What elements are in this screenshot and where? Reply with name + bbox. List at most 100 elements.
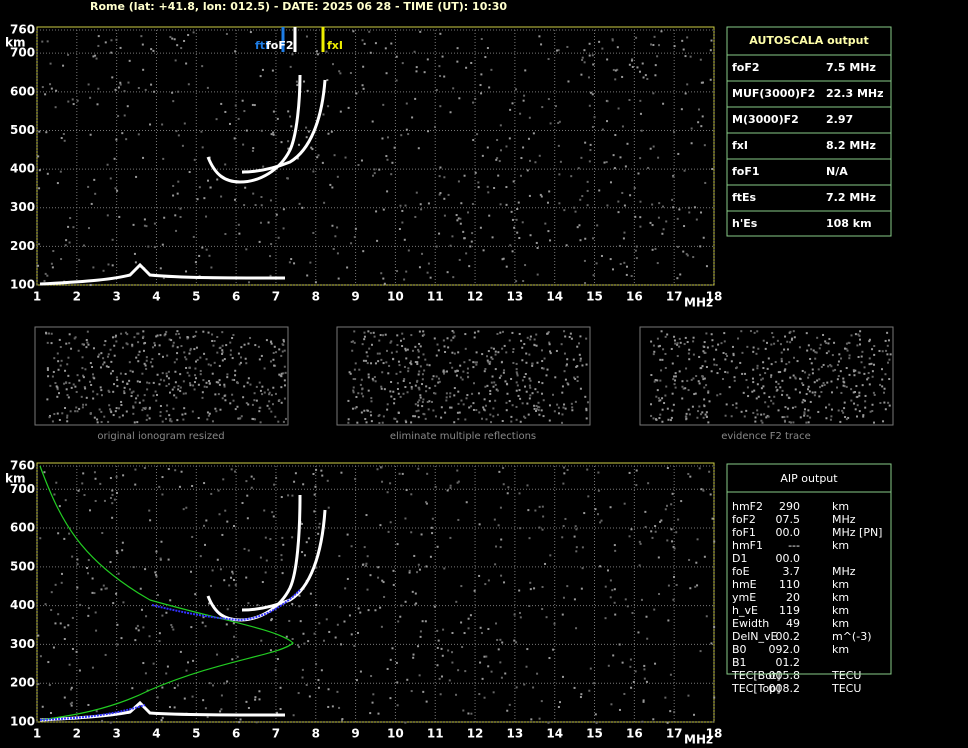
- noise-dot: [455, 600, 458, 603]
- noise-dot: [751, 377, 754, 380]
- noise-dot: [415, 191, 418, 194]
- noise-dot: [756, 330, 759, 333]
- noise-dot: [688, 348, 691, 351]
- noise-dot: [439, 166, 442, 169]
- noise-dot: [621, 661, 624, 664]
- noise-dot: [46, 367, 49, 370]
- noise-dot: [381, 480, 384, 483]
- noise-dot: [433, 605, 436, 608]
- noise-dot: [130, 391, 133, 394]
- noise-dot: [119, 46, 122, 49]
- noise-dot: [807, 376, 810, 379]
- noise-dot: [580, 693, 583, 696]
- noise-dot: [188, 171, 191, 174]
- noise-dot: [657, 397, 660, 400]
- noise-dot: [526, 336, 529, 339]
- noise-dot: [58, 419, 61, 422]
- noise-dot: [110, 411, 113, 414]
- noise-dot: [190, 626, 193, 629]
- noise-dot: [331, 63, 334, 66]
- noise-dot: [808, 390, 811, 393]
- noise-dot: [427, 130, 430, 133]
- noise-dot: [244, 357, 247, 360]
- noise-dot: [174, 59, 177, 62]
- noise-dot: [168, 419, 171, 422]
- noise-dot: [57, 368, 60, 371]
- noise-dot: [207, 414, 210, 417]
- noise-dot: [111, 489, 114, 492]
- noise-dot: [799, 377, 802, 380]
- noise-dot: [138, 401, 141, 404]
- y-tick-label: 300: [10, 637, 35, 651]
- noise-dot: [417, 373, 420, 376]
- y-tick-label: 500: [10, 123, 35, 137]
- noise-dot: [177, 332, 180, 335]
- noise-dot: [663, 402, 666, 405]
- noise-dot: [180, 470, 183, 473]
- noise-dot: [456, 219, 459, 222]
- noise-dot: [857, 371, 860, 374]
- noise-dot: [498, 160, 501, 163]
- noise-dot: [655, 395, 658, 398]
- noise-dot: [573, 376, 576, 379]
- noise-dot: [212, 344, 215, 347]
- noise-dot: [221, 351, 224, 354]
- noise-dot: [115, 38, 118, 41]
- noise-dot: [386, 408, 389, 411]
- noise-dot: [562, 482, 565, 485]
- noise-dot: [353, 644, 356, 647]
- noise-dot: [38, 169, 41, 172]
- noise-dot: [272, 358, 275, 361]
- noise-dot: [350, 340, 353, 343]
- noise-dot: [554, 376, 557, 379]
- noise-dot: [621, 125, 624, 128]
- noise-dot: [370, 343, 373, 346]
- noise-dot: [382, 277, 385, 280]
- noise-dot: [678, 345, 681, 348]
- noise-dot: [255, 399, 258, 402]
- noise-dot: [239, 417, 242, 420]
- noise-dot: [312, 473, 315, 476]
- noise-dot: [94, 54, 97, 57]
- noise-dot: [95, 710, 98, 713]
- noise-dot: [773, 342, 776, 345]
- noise-dot: [192, 335, 195, 338]
- noise-dot: [492, 691, 495, 694]
- noise-dot: [480, 37, 483, 40]
- noise-dot: [202, 379, 205, 382]
- noise-dot: [226, 373, 229, 376]
- noise-dot: [856, 395, 859, 398]
- noise-dot: [570, 402, 573, 405]
- noise-dot: [361, 388, 364, 391]
- noise-dot: [142, 156, 145, 159]
- noise-dot: [680, 500, 683, 503]
- noise-dot: [757, 395, 760, 398]
- noise-dot: [350, 242, 353, 245]
- noise-dot: [370, 362, 373, 365]
- noise-dot: [654, 378, 657, 381]
- noise-dot: [705, 615, 708, 618]
- noise-dot: [391, 161, 394, 164]
- noise-dot: [306, 274, 309, 277]
- noise-dot: [231, 378, 234, 381]
- noise-dot: [717, 343, 720, 346]
- noise-dot: [97, 44, 100, 47]
- noise-dot: [247, 403, 250, 406]
- noise-dot: [339, 72, 342, 75]
- noise-dot: [371, 377, 374, 380]
- noise-dot: [746, 345, 749, 348]
- noise-dot: [401, 332, 404, 335]
- noise-dot: [499, 546, 502, 549]
- noise-dot: [617, 107, 620, 110]
- noise-dot: [446, 489, 449, 492]
- noise-dot: [697, 108, 700, 111]
- noise-dot: [639, 542, 642, 545]
- noise-dot: [211, 339, 214, 342]
- noise-dot: [548, 341, 551, 344]
- noise-dot: [117, 86, 120, 89]
- noise-dot: [662, 102, 665, 105]
- noise-dot: [528, 537, 531, 540]
- noise-dot: [507, 486, 510, 489]
- noise-dot: [246, 381, 249, 384]
- x-tick-label: 5: [192, 727, 200, 741]
